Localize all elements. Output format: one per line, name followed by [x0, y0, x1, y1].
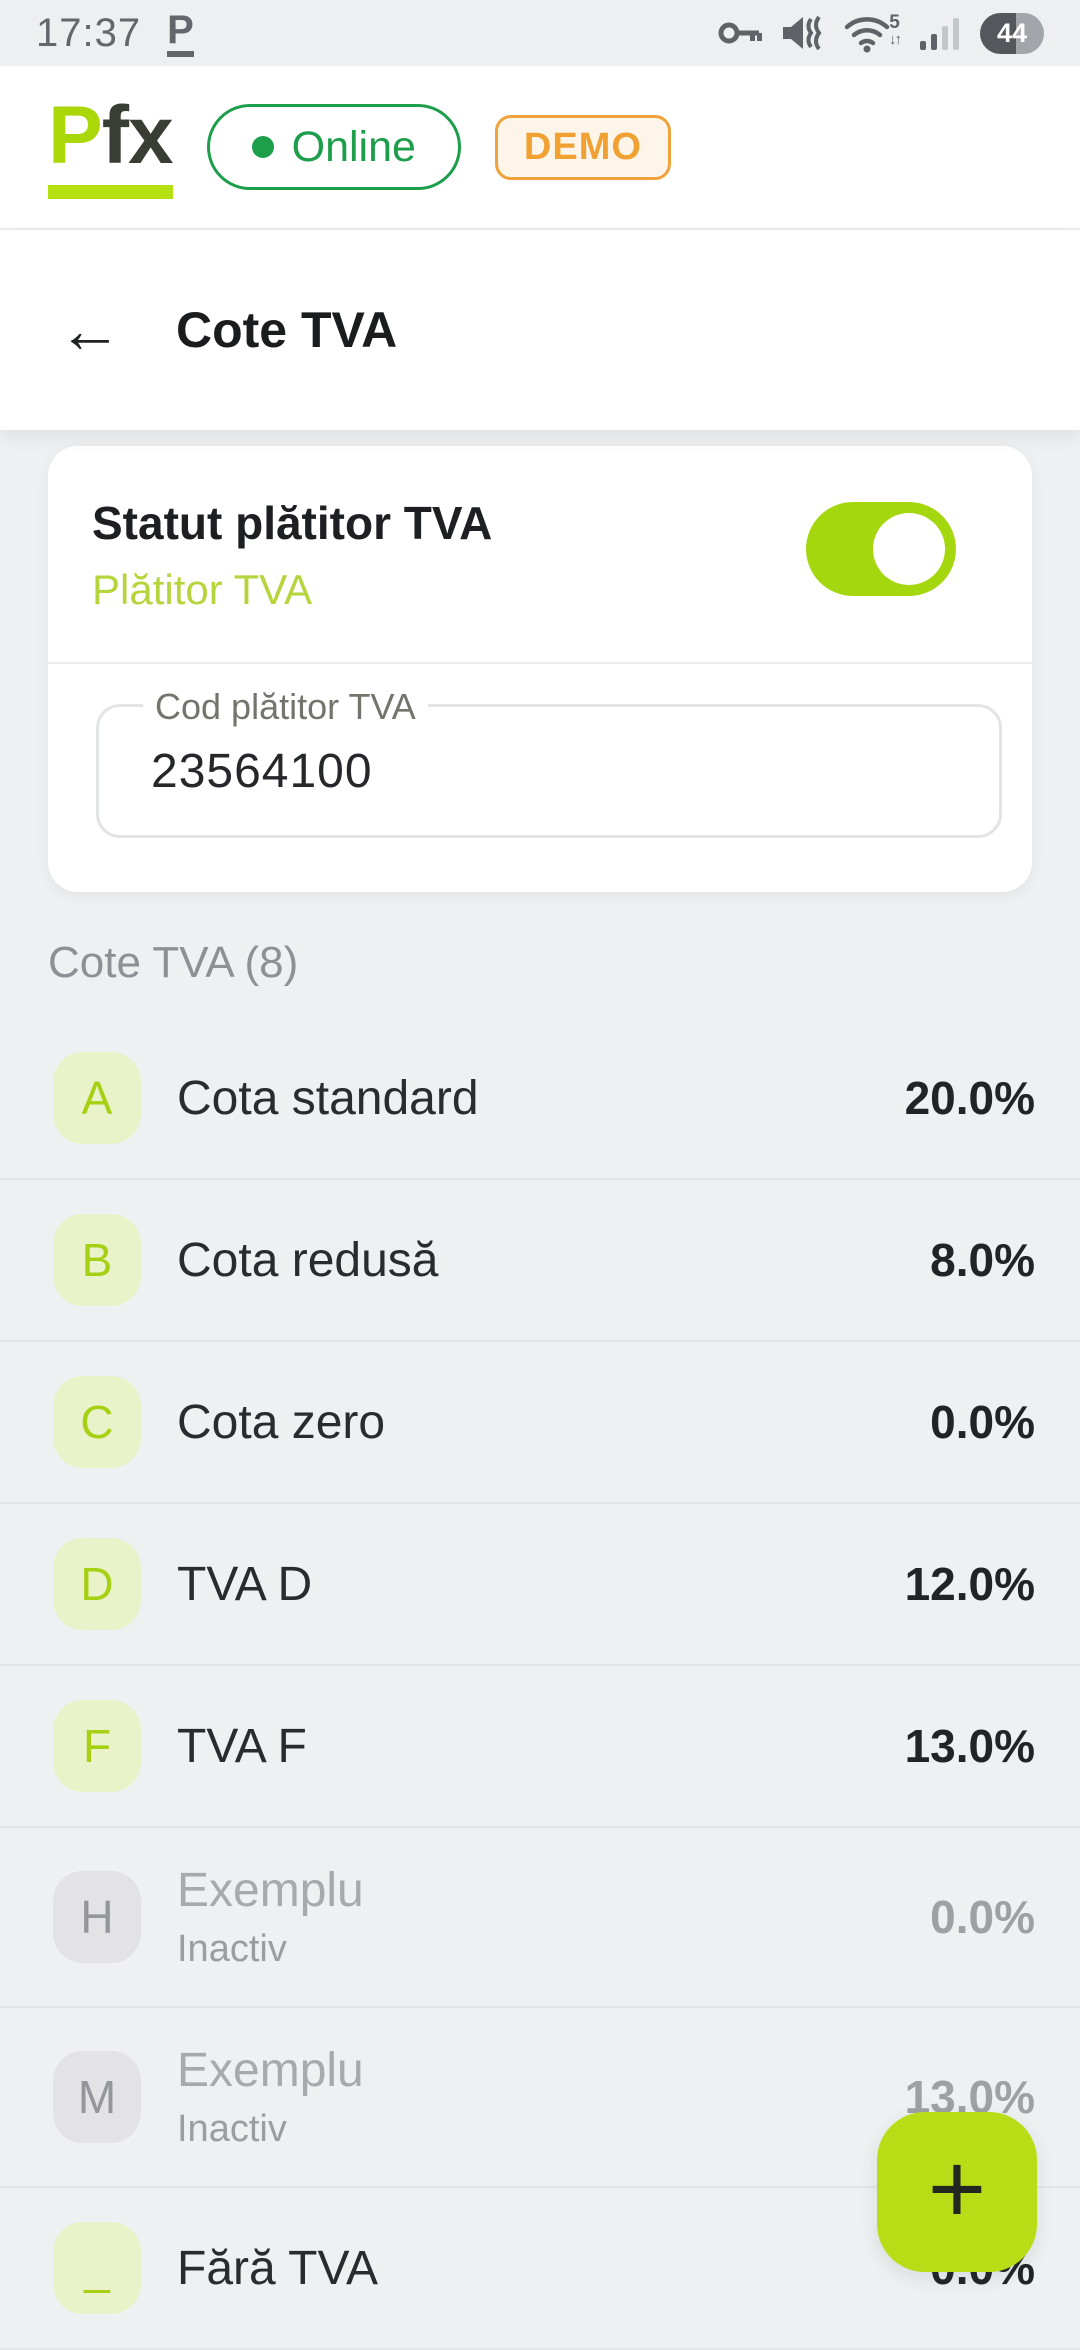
vat-code-field-value[interactable]: 23564100: [151, 744, 373, 798]
online-label: Online: [291, 122, 416, 171]
rates-section-label: Cote TVA (8): [48, 938, 299, 987]
rate-letter: F: [82, 1720, 112, 1772]
rate-letter-avatar: D: [53, 1538, 141, 1630]
nav-bar: ← Cote TVA: [0, 228, 1080, 430]
status-icons: 5 ↓↑ 44: [717, 12, 1044, 54]
notification-letter-icon: P: [167, 10, 194, 57]
rate-letter: _: [84, 2242, 110, 2294]
rate-percent: 12.0%: [904, 1558, 1035, 1610]
rate-letter-avatar: A: [53, 1052, 141, 1144]
logo-underline: [48, 185, 173, 199]
rate-name: Cota zero: [177, 1395, 386, 1449]
rate-percent: 13.0%: [904, 1720, 1035, 1772]
rate-name: TVA D: [177, 1557, 313, 1611]
battery-icon: 44: [980, 12, 1044, 54]
signal-icon: [918, 13, 962, 53]
vat-payer-status-section: Statut plătitor TVA Plătitor TVA: [48, 446, 1032, 662]
rate-letter: A: [81, 1072, 113, 1124]
plus-icon: +: [927, 2133, 987, 2245]
rate-letter-avatar: M: [53, 2051, 141, 2143]
rate-percent: 8.0%: [930, 1234, 1035, 1286]
clock: 17:37: [36, 10, 142, 55]
rate-letter: C: [80, 1396, 114, 1448]
demo-badge: DEMO: [494, 114, 671, 180]
content: Statut plătitor TVA Plătitor TVA Cod plă…: [0, 446, 1080, 2350]
rate-percent: 0.0%: [930, 1891, 1035, 1943]
rate-letter-avatar: _: [53, 2222, 141, 2314]
vat-code-section: Cod plătitor TVA 23564100: [48, 664, 1032, 892]
card-divider: [48, 662, 1032, 664]
rate-list-item[interactable]: A Cota standard 20.0%: [0, 1018, 1080, 1180]
rate-status: Inactiv: [177, 2108, 287, 2150]
status-bar: 17:37 P 5: [0, 0, 1080, 66]
rate-letter: H: [80, 1891, 114, 1943]
rate-name: Exemplu: [177, 2044, 364, 2097]
wifi-5-icon: 5 ↓↑: [843, 13, 902, 53]
app-header: Pfx Online DEMO: [0, 66, 1080, 228]
rate-letter-avatar: B: [53, 1214, 141, 1306]
rate-letter: B: [81, 1234, 113, 1286]
rate-list-item[interactable]: D TVA D 12.0%: [0, 1504, 1080, 1666]
rate-name: Cota standard: [177, 1071, 479, 1125]
mute-vibrate-icon: [781, 13, 825, 53]
vat-code-field-label: Cod plătitor TVA: [143, 686, 428, 728]
rate-letter-avatar: F: [53, 1700, 141, 1792]
rate-list-item[interactable]: H Exemplu Inactiv 0.0%: [0, 1828, 1080, 2008]
vat-code-field[interactable]: Cod plătitor TVA 23564100: [96, 686, 1002, 838]
vat-status-title: Statut plătitor TVA: [92, 497, 493, 549]
rate-name: TVA F: [177, 1719, 307, 1773]
vat-payer-card: Statut plătitor TVA Plătitor TVA Cod plă…: [48, 446, 1032, 892]
rate-name: Fără TVA: [177, 2241, 378, 2295]
rate-letter-avatar: C: [53, 1376, 141, 1468]
vpn-key-icon: [717, 13, 763, 53]
logo-letters-fx: fx: [101, 90, 174, 181]
vat-payer-toggle[interactable]: [806, 502, 956, 596]
rate-name: Cota redusă: [177, 1233, 439, 1287]
rate-list-item[interactable]: B Cota redusă 8.0%: [0, 1180, 1080, 1342]
vat-status-value: Plătitor TVA: [92, 566, 313, 613]
battery-percent: 44: [996, 17, 1028, 48]
page-title: Cote TVA: [176, 302, 398, 358]
rate-name: Exemplu: [177, 1864, 364, 1917]
online-dot-icon: [251, 136, 274, 158]
rate-list-item[interactable]: C Cota zero 0.0%: [0, 1342, 1080, 1504]
add-rate-fab[interactable]: +: [877, 2112, 1037, 2272]
rate-letter-avatar: H: [53, 1871, 141, 1963]
rate-status: Inactiv: [177, 1928, 287, 1970]
rate-list-item[interactable]: M Exemplu Inactiv 13.0%: [0, 2008, 1080, 2188]
rate-percent: 0.0%: [930, 1396, 1035, 1448]
app-logo: Pfx: [48, 95, 174, 199]
toggle-knob: [873, 513, 945, 585]
logo-letter-p: P: [48, 90, 103, 181]
online-status-pill: Online: [206, 104, 461, 190]
back-arrow-icon[interactable]: ←: [58, 294, 122, 366]
rate-percent: 20.0%: [904, 1072, 1035, 1124]
rate-letter: M: [77, 2071, 117, 2123]
rate-list-item[interactable]: F TVA F 13.0%: [0, 1666, 1080, 1828]
rate-letter: D: [80, 1558, 114, 1610]
